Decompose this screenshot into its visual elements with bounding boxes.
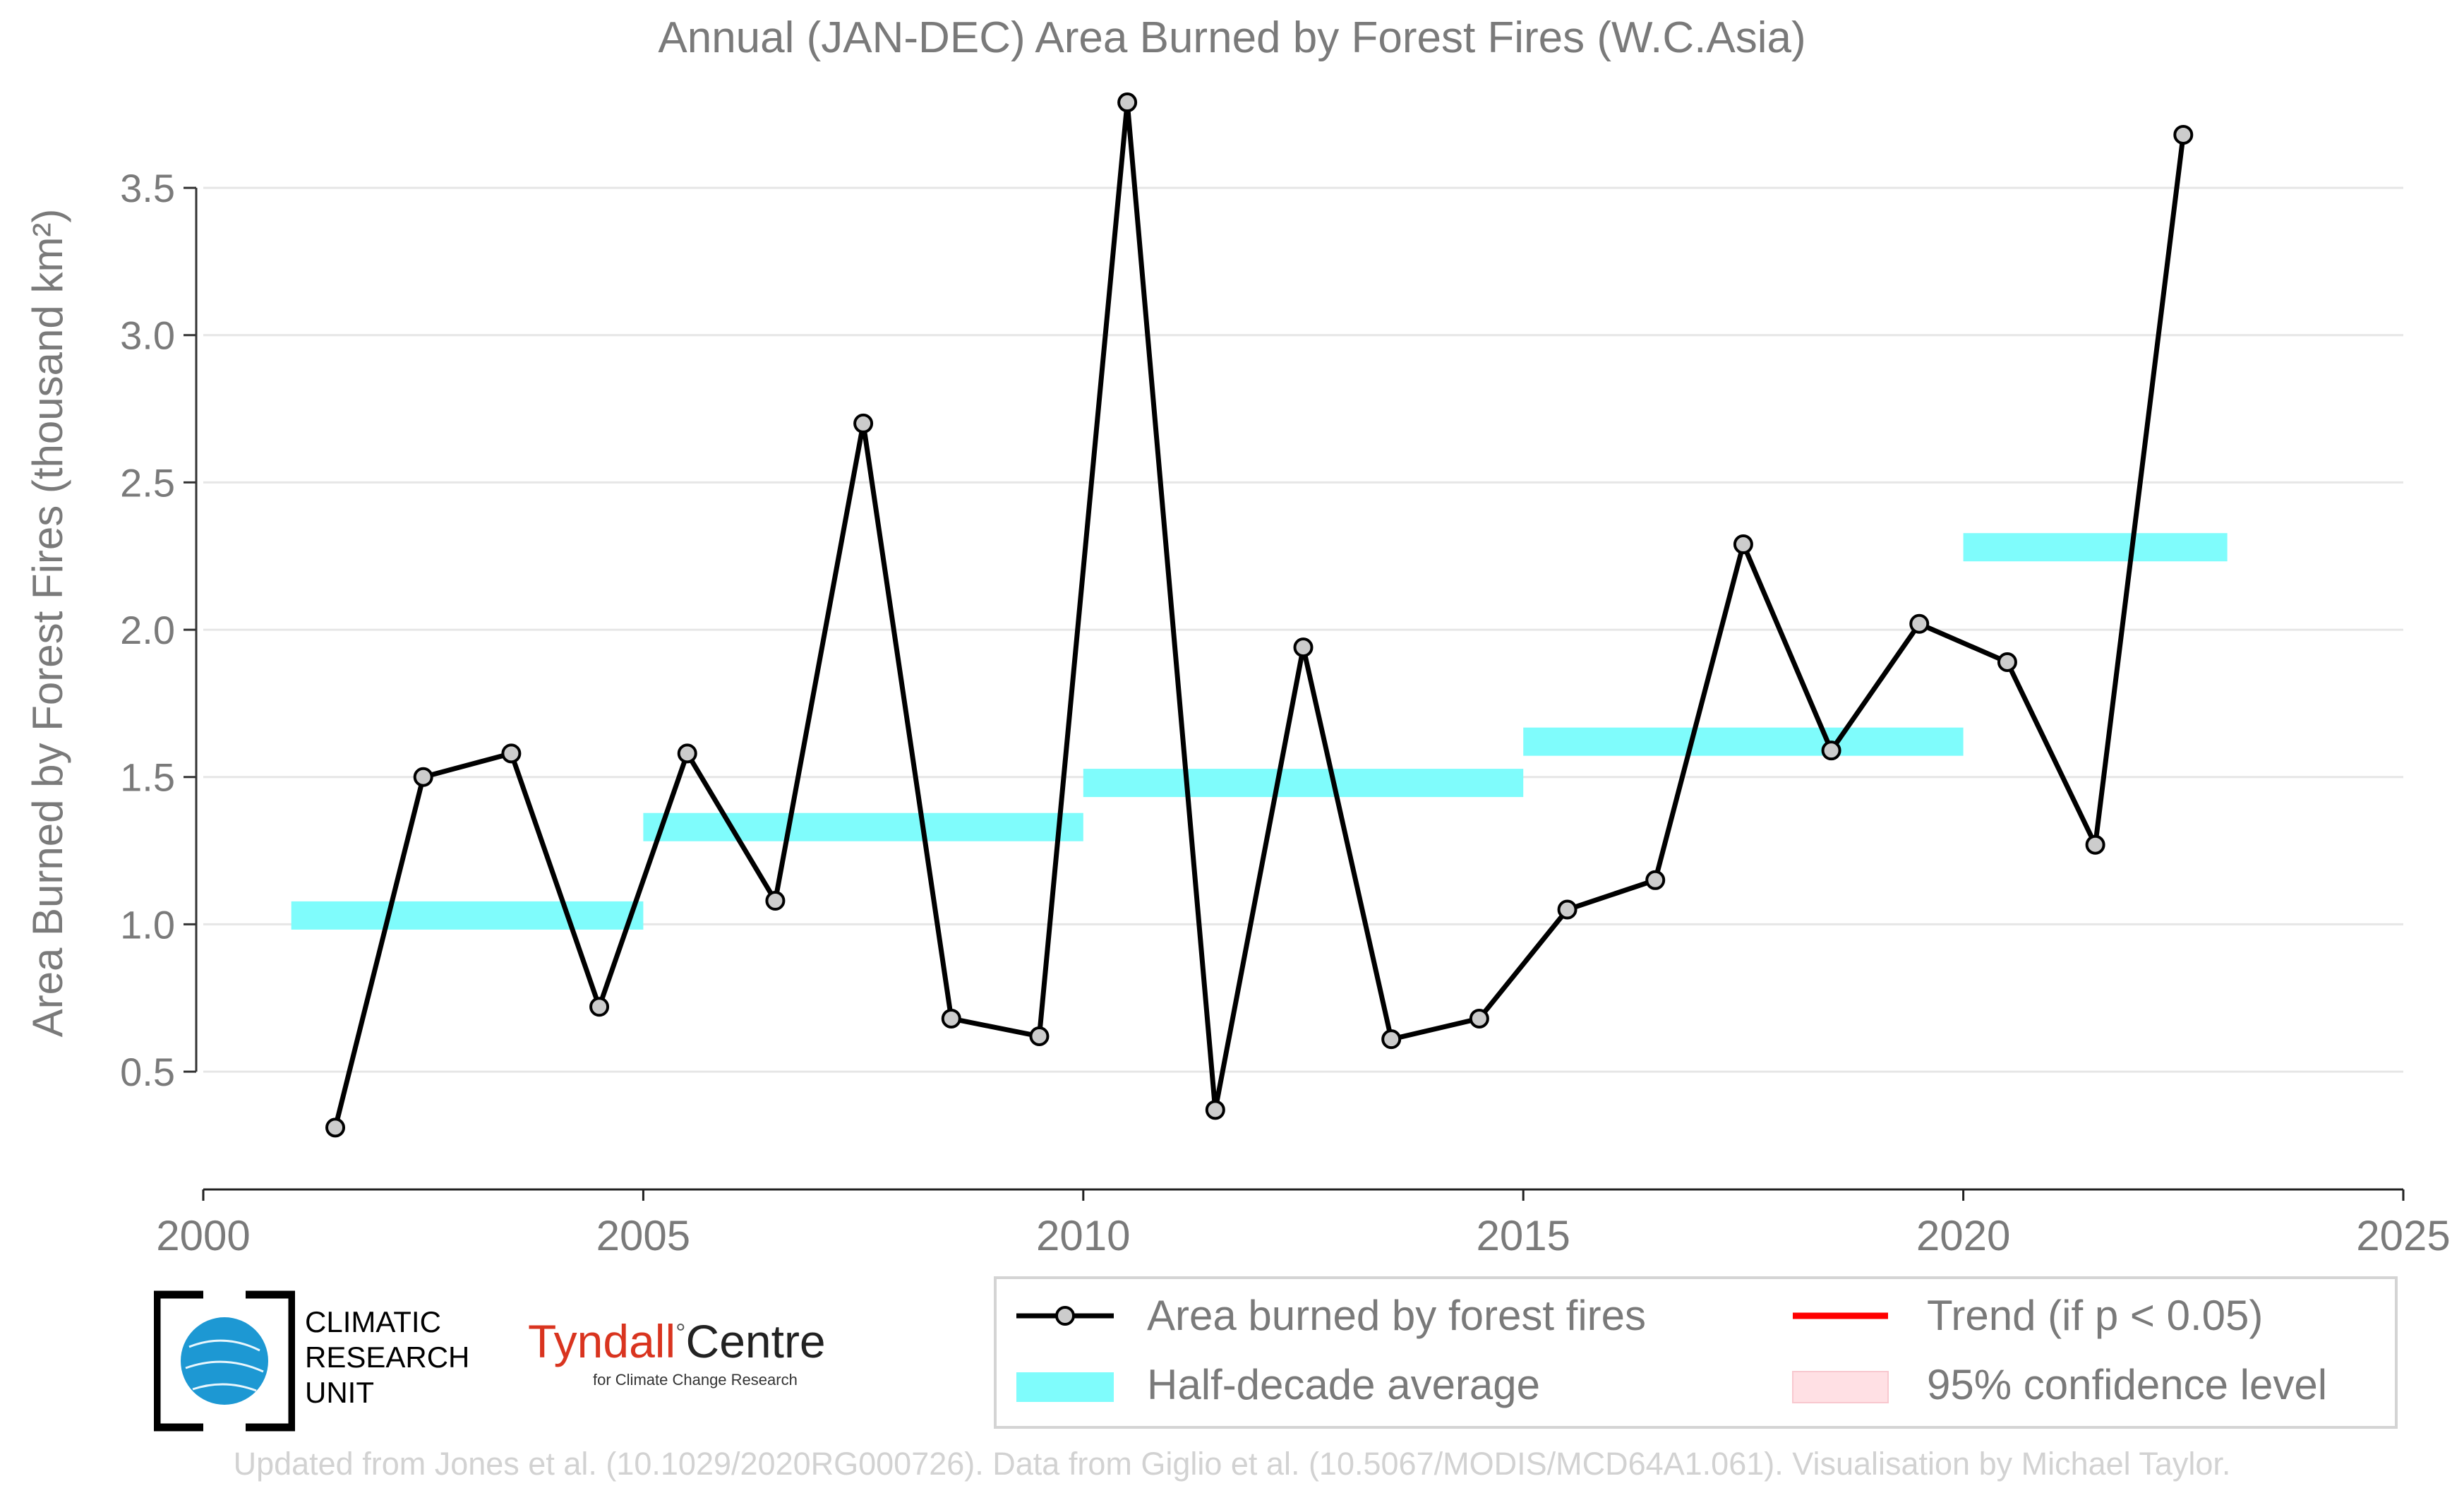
y-tick-label: 1.5 [120, 755, 175, 800]
data-point [853, 413, 874, 433]
series-line [332, 100, 2186, 1129]
y-tick-label: 2.5 [120, 460, 175, 505]
legend-confidence-swatch [1792, 1371, 1889, 1403]
x-tick-label: 2000 [156, 1212, 250, 1259]
data-point [1821, 740, 1841, 761]
x-tick-label: 2015 [1476, 1212, 1570, 1259]
data-point [1469, 1008, 1489, 1029]
data-point [1557, 899, 1577, 920]
cru-logo-text: CLIMATIC RESEARCH UNIT [305, 1305, 469, 1410]
tyndall-name: Tyndall [528, 1315, 676, 1367]
data-point [1381, 1029, 1402, 1050]
tyndall-subtitle: for Climate Change Research [593, 1371, 798, 1389]
legend-label-half-decade: Half-decade average [1147, 1361, 1540, 1408]
cru-line-2: RESEARCH [305, 1341, 470, 1374]
data-point [1909, 613, 1930, 634]
x-tick-label: 2025 [2356, 1212, 2450, 1259]
data-point [1733, 534, 1753, 555]
legend-marker-swatch [1055, 1306, 1075, 1326]
cru-logo [154, 1290, 295, 1432]
tyndall-logo: Tyndall°Centre [528, 1314, 826, 1368]
y-tick-label: 2.0 [120, 608, 175, 652]
chart-title: Annual (JAN-DEC) Area Burned by Forest F… [658, 13, 1806, 62]
data-point [413, 767, 433, 787]
data-point [1029, 1026, 1050, 1046]
data-point [589, 997, 610, 1017]
x-tick-label: 2005 [596, 1212, 690, 1259]
data-point [941, 1008, 961, 1029]
y-tick-label: 3.0 [120, 313, 175, 358]
data-point [2173, 124, 2194, 145]
data-point [765, 891, 786, 911]
data-point [1117, 92, 1138, 113]
tyndall-degree: ° [675, 1318, 686, 1347]
data-point [1645, 870, 1666, 890]
x-tick-label: 2010 [1036, 1212, 1130, 1259]
data-point [2085, 834, 2105, 855]
cru-line-1: CLIMATIC [305, 1305, 441, 1338]
y-axis-label: Area Burned by Forest Fires (thousand km… [24, 209, 71, 1038]
half-decade-bar [1083, 769, 1524, 798]
data-point [501, 743, 522, 764]
legend-box [994, 1276, 2398, 1429]
y-tick-label: 1.0 [120, 902, 175, 947]
legend-label-trend: Trend (if p < 0.05) [1927, 1292, 2263, 1339]
y-tick-label: 3.5 [120, 166, 175, 210]
data-point [325, 1117, 346, 1138]
data-point [1997, 652, 2017, 672]
attribution-footer: Updated from Jones et al. (10.1029/2020R… [233, 1446, 2231, 1482]
half-decade-bar [1963, 533, 2228, 562]
data-point [1205, 1100, 1225, 1120]
legend-label-confidence: 95% confidence level [1927, 1361, 2327, 1408]
y-tick-label: 0.5 [120, 1050, 175, 1094]
data-point [1293, 637, 1314, 658]
legend-label-series: Area burned by forest fires [1147, 1292, 1646, 1339]
x-tick-label: 2020 [1916, 1212, 2010, 1259]
half-decade-bar [1523, 727, 1964, 756]
tyndall-centre: Centre [685, 1315, 826, 1367]
cru-line-3: UNIT [305, 1376, 374, 1409]
half-decade-bar [291, 901, 644, 930]
legend-band-swatch [1016, 1372, 1114, 1402]
half-decade-bar [643, 813, 1083, 841]
data-point [677, 743, 697, 764]
